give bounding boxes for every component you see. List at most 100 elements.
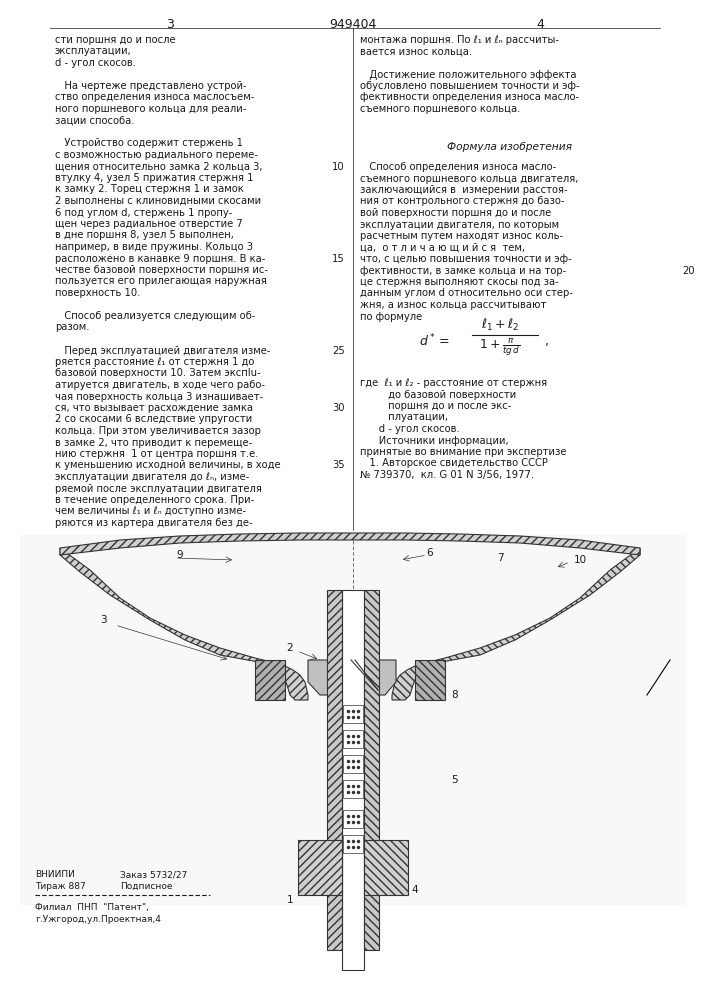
Text: принятые во внимание при экспертизе: принятые во внимание при экспертизе [360,447,566,457]
Text: $1+\frac{\pi}{tg\,d}$: $1+\frac{\pi}{tg\,d}$ [479,336,520,358]
Polygon shape [60,548,308,700]
Text: чем величины ℓ₁ и ℓₙ доступно изме-: чем величины ℓ₁ и ℓₙ доступно изме- [55,506,246,516]
Bar [343,705,363,723]
Text: 35: 35 [332,460,345,471]
Text: эксплуатации двигателя до ℓₙ, изме-: эксплуатации двигателя до ℓₙ, изме- [55,472,250,482]
Text: кольца. При этом увеличивается зазор: кольца. При этом увеличивается зазор [55,426,261,436]
Text: сти поршня до и после: сти поршня до и после [55,35,175,45]
Text: пользуется его прилегающая наружная: пользуется его прилегающая наружная [55,276,267,286]
Text: жня, а износ кольца рассчитывают: жня, а износ кольца рассчитывают [360,300,547,310]
Text: 9: 9 [177,550,183,560]
Text: 2 со скосами 6 вследствие упругости: 2 со скосами 6 вследствие упругости [55,414,252,424]
Text: в замке 2, что приводит к перемеще-: в замке 2, что приводит к перемеще- [55,438,252,448]
Bar [20,535,687,905]
Polygon shape [392,548,640,700]
Text: ,: , [545,334,549,348]
Polygon shape [355,660,396,695]
Text: чая поверхность кольца 3 изнашивает-: чая поверхность кольца 3 изнашивает- [55,391,263,401]
Text: 10: 10 [573,555,587,565]
Text: 8: 8 [452,690,458,700]
Text: обусловлено повышением точности и эф-: обусловлено повышением точности и эф- [360,81,580,91]
Text: монтажа поршня. По ℓ₁ и ℓₙ рассчиты-: монтажа поршня. По ℓ₁ и ℓₙ рассчиты- [360,35,559,45]
Text: Устройство содержит стержень 1: Устройство содержит стержень 1 [55,138,243,148]
Text: 4: 4 [411,885,419,895]
Bar [343,810,363,828]
Text: 4: 4 [536,18,544,31]
Text: эксплуатации,: эксплуатации, [55,46,132,56]
Polygon shape [60,533,640,555]
Text: На чертеже представлено устрой-: На чертеже представлено устрой- [55,81,247,91]
Text: плуатации,: плуатации, [360,412,448,422]
Text: 6: 6 [427,548,433,558]
Text: расположено в канавке 9 поршня. В ка-: расположено в канавке 9 поршня. В ка- [55,253,265,263]
Text: ство определения износа маслосъем-: ство определения износа маслосъем- [55,93,255,103]
Text: г.Ужгород,ул.Проектная,4: г.Ужгород,ул.Проектная,4 [35,915,161,924]
Text: поверхность 10.: поверхность 10. [55,288,141,298]
Text: съемного поршневого кольца двигателя,: съемного поршневого кольца двигателя, [360,174,578,184]
Text: № 739370,  кл. G 01 N 3/56, 1977.: № 739370, кл. G 01 N 3/56, 1977. [360,470,534,480]
Polygon shape [298,840,342,895]
Text: щен через радиальное отверстие 7: щен через радиальное отверстие 7 [55,219,243,229]
Polygon shape [327,590,342,950]
Text: эксплуатации двигателя, по которым: эксплуатации двигателя, по которым [360,220,559,230]
Text: ряются из картера двигателя без де-: ряются из картера двигателя без де- [55,518,252,528]
Text: вается износ кольца.: вается износ кольца. [360,46,472,56]
Text: Способ реализуется следующим об-: Способ реализуется следующим об- [55,311,255,321]
Text: съемного поршневого кольца.: съемного поршневого кольца. [360,104,520,114]
Polygon shape [255,660,285,700]
Text: поршня до и после экс-: поршня до и после экс- [360,401,511,411]
Text: атируется двигатель, в ходе чего рабо-: атируется двигатель, в ходе чего рабо- [55,380,265,390]
Text: ного поршневого кольца для реали-: ного поршневого кольца для реали- [55,104,246,114]
Text: к замку 2. Торец стержня 1 и замок: к замку 2. Торец стержня 1 и замок [55,184,244,194]
Text: по формуле: по формуле [360,312,422,322]
Text: 7: 7 [497,553,503,563]
Text: $d^*=$: $d^*=$ [419,333,450,349]
Text: Способ определения износа масло-: Способ определения износа масло- [360,162,556,172]
Text: 2 выполнены с клиновидными скосами: 2 выполнены с клиновидными скосами [55,196,261,206]
Text: щения относительно замка 2 кольца 3,: щения относительно замка 2 кольца 3, [55,161,262,172]
Text: вой поверхности поршня до и после: вой поверхности поршня до и после [360,208,551,218]
Text: 20: 20 [682,265,695,275]
Text: 3: 3 [100,615,106,625]
Text: Тираж 887: Тираж 887 [35,882,86,891]
Polygon shape [364,840,408,895]
Text: ряется расстояние ℓ₁ от стержня 1 до: ряется расстояние ℓ₁ от стержня 1 до [55,357,255,367]
Text: $\ell_1+\ell_2$: $\ell_1+\ell_2$ [481,317,519,333]
Text: честве базовой поверхности поршня ис-: честве базовой поверхности поршня ис- [55,265,268,275]
Text: например, в виде пружины. Кольцо 3: например, в виде пружины. Кольцо 3 [55,242,253,252]
Bar [343,780,363,798]
Bar [343,755,363,773]
Bar [343,835,363,853]
Text: Перед эксплуатацией двигателя изме-: Перед эксплуатацией двигателя изме- [55,346,271,356]
Text: Филиал  ПНП  "Патент",: Филиал ПНП "Патент", [35,903,149,912]
Text: в течение определенного срока. При-: в течение определенного срока. При- [55,495,255,505]
Text: 10: 10 [332,161,345,172]
Text: ца,  о т л и ч а ю щ и й с я  тем,: ца, о т л и ч а ю щ и й с я тем, [360,242,525,252]
Text: Формула изобретения: Формула изобретения [448,142,573,152]
Polygon shape [415,660,445,700]
Text: d: d [358,665,364,675]
Text: где  ℓ₁ и ℓ₂ - расстояние от стержня: где ℓ₁ и ℓ₂ - расстояние от стержня [360,378,547,388]
Text: 1. Авторское свидетельство СССР: 1. Авторское свидетельство СССР [360,458,548,468]
Text: це стержня выполняют скосы под за-: це стержня выполняют скосы под за- [360,277,559,287]
Text: ся, что вызывает расхождение замка: ся, что вызывает расхождение замка [55,403,253,413]
Text: 15: 15 [332,253,345,263]
Text: разом.: разом. [55,322,90,332]
Text: Источники информации,: Источники информации, [360,436,508,446]
Text: расчетным путем находят износ коль-: расчетным путем находят износ коль- [360,231,563,241]
Text: 2: 2 [286,643,293,653]
Text: втулку 4, узел 5 прижатия стержня 1: втулку 4, узел 5 прижатия стержня 1 [55,173,254,183]
Text: нию стержня  1 от центра поршня т.е.: нию стержня 1 от центра поршня т.е. [55,449,259,459]
Polygon shape [308,660,351,695]
Text: зации способа.: зации способа. [55,115,134,125]
Polygon shape [342,590,364,970]
Text: до базовой поверхности: до базовой поверхности [360,389,516,399]
Text: данным углом d относительно оси стер-: данным углом d относительно оси стер- [360,288,573,298]
Text: к уменьшению исходной величины, в ходе: к уменьшению исходной величины, в ходе [55,460,281,471]
Text: что, с целью повышения точности и эф-: что, с целью повышения точности и эф- [360,254,572,264]
Text: Подписное: Подписное [120,882,173,891]
Text: базовой поверхности 10. Затем экспlu-: базовой поверхности 10. Затем экспlu- [55,368,261,378]
Text: 25: 25 [332,346,345,356]
Text: ВНИИПИ: ВНИИПИ [35,870,75,879]
Text: 949404: 949404 [329,18,377,31]
